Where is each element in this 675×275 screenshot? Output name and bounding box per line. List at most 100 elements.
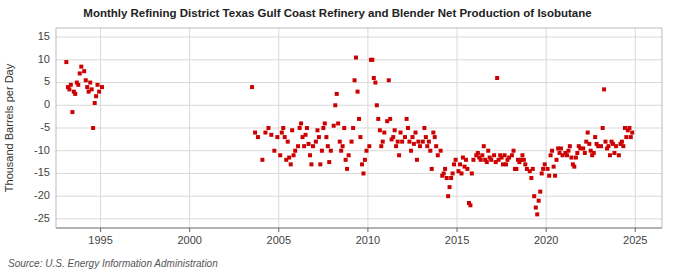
point [492,153,496,157]
x-tick [367,228,368,232]
point [495,76,499,80]
point [630,131,634,135]
point [428,149,432,153]
point [314,140,318,144]
x-grid-line [546,28,547,228]
point [253,131,257,135]
point [547,174,551,178]
point [418,144,422,148]
point [607,144,611,148]
point [512,149,516,153]
point [373,81,377,85]
point [70,110,74,114]
point [323,121,327,125]
point [431,131,435,135]
x-tick [100,228,101,232]
point [367,144,371,148]
point [529,176,533,180]
point [471,158,475,162]
x-tick-label: 2000 [177,234,201,246]
point [324,135,328,139]
point [414,131,418,135]
point [566,149,570,153]
point [338,140,342,144]
point [407,140,411,144]
point [387,78,391,82]
point [353,78,357,82]
point [489,158,493,162]
point [436,153,440,157]
point [311,144,315,148]
point [531,167,535,171]
point [93,101,97,105]
point [382,131,386,135]
point [522,158,526,162]
point [394,144,398,148]
point [553,174,557,178]
point [575,151,579,155]
point [360,162,364,166]
point [91,126,95,130]
point [370,58,374,62]
point [400,140,404,144]
point [339,149,343,153]
point [624,135,628,139]
point [361,171,365,175]
point [599,144,603,148]
point [379,144,383,148]
frame-top [56,28,662,29]
point [278,153,282,157]
point [593,135,597,139]
point [342,126,346,130]
point [510,153,514,157]
point [458,162,462,166]
point [289,162,293,166]
point [486,149,490,153]
point [332,124,336,128]
point [283,135,287,139]
point [485,160,489,164]
x-grid-line [367,28,368,228]
point [326,144,330,148]
x-tick-label: 1995 [88,234,112,246]
point [538,190,542,194]
point [482,144,486,148]
y-tick-label: -15 [34,166,50,178]
x-grid-line [100,28,101,228]
point [363,158,367,162]
point [344,158,348,162]
point [581,146,585,150]
point [412,142,416,146]
x-tick-label: 2010 [356,234,380,246]
point [281,126,285,130]
point [603,140,607,144]
x-grid-line [189,28,190,228]
point [263,131,267,135]
x-tick-label: 2020 [534,234,558,246]
point [403,135,407,139]
point [442,171,446,175]
x-tick [457,228,458,232]
chart-container: -25-20-15-10-505101519952000200520102015… [0,0,675,275]
point [96,83,100,87]
point [621,144,625,148]
plot-background [56,28,662,228]
point [88,81,92,85]
point [409,149,413,153]
point [565,153,569,157]
point [451,171,455,175]
point [94,94,98,98]
point [410,135,414,139]
point [357,117,361,121]
point [480,153,484,157]
y-grid-line [56,37,662,38]
point [364,149,368,153]
point [320,149,324,153]
point [443,167,447,171]
point [405,117,409,121]
point [315,128,319,132]
annotation: Source: U.S. Energy Information Administ… [8,258,218,269]
point [321,126,325,130]
x-tick-label: 2025 [623,234,647,246]
point [327,160,331,164]
